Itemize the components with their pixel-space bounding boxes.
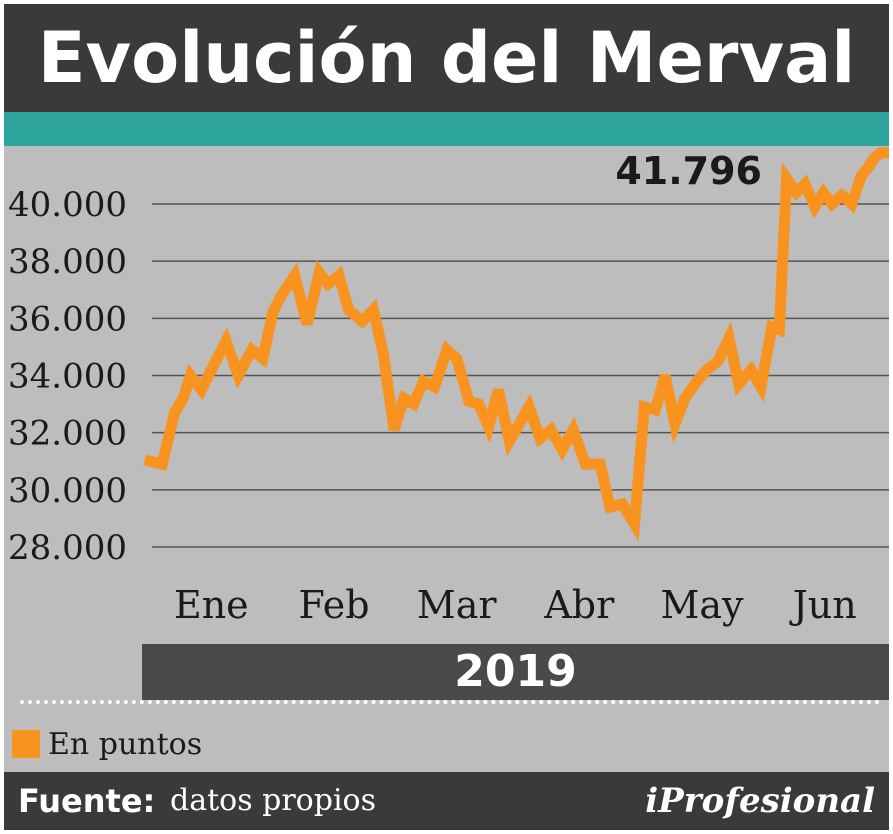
x-tick-label: Jun bbox=[789, 583, 857, 627]
dotted-divider bbox=[20, 700, 880, 712]
legend-label: En puntos bbox=[48, 726, 203, 762]
last-value-label: 41.796 bbox=[615, 149, 762, 193]
chart-title: Evolución del Merval bbox=[37, 17, 856, 99]
source-text: datos propios bbox=[170, 783, 377, 818]
footer-bar: Fuente: datos propios iProfesional bbox=[4, 772, 889, 830]
x-tick-label: May bbox=[660, 583, 744, 627]
accent-band bbox=[4, 112, 889, 146]
legend-swatch bbox=[12, 730, 40, 758]
legend: En puntos bbox=[12, 726, 202, 762]
source-label: Fuente: bbox=[18, 782, 156, 820]
header-bar: Evolución del Merval bbox=[4, 4, 889, 112]
year-bar: 2019 bbox=[142, 644, 889, 700]
y-tick-label: 36.000 bbox=[8, 299, 127, 339]
brand-logo: iProfesional bbox=[645, 781, 875, 821]
x-tick-label: Mar bbox=[417, 583, 498, 627]
year-label: 2019 bbox=[454, 646, 577, 697]
x-tick-label: Feb bbox=[298, 583, 369, 627]
infographic-frame: Evolución del Merval 28.000 30.000 32.000 3… bbox=[4, 4, 889, 830]
x-tick-label: Abr bbox=[543, 583, 615, 627]
y-tick-label: 32.000 bbox=[8, 414, 127, 454]
line-chart: 28.000 30.000 32.000 34.000 36.000 38.000 40.0… bbox=[8, 147, 889, 627]
y-tick-label: 30.000 bbox=[8, 471, 127, 511]
y-tick-label: 38.000 bbox=[8, 242, 127, 282]
y-tick-label: 40.000 bbox=[8, 185, 127, 225]
y-tick-label: 34.000 bbox=[8, 357, 127, 397]
series-line bbox=[143, 147, 889, 542]
x-tick-label: Ene bbox=[174, 583, 249, 627]
y-tick-label: 28.000 bbox=[8, 528, 127, 568]
